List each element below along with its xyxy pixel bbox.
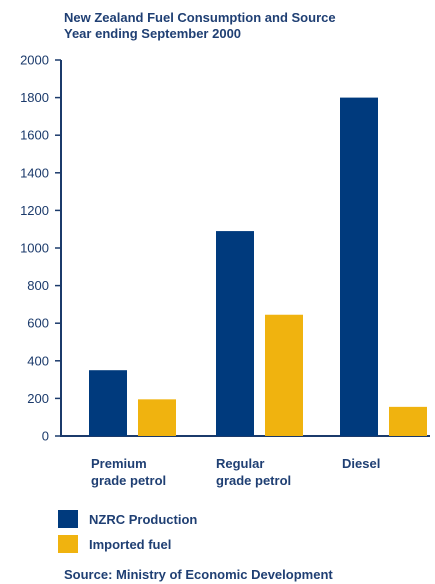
category-label-1-0: Regular (216, 456, 264, 471)
y-tick-label-1400: 1400 (20, 165, 49, 180)
y-tick-label-1200: 1200 (20, 203, 49, 218)
legend-swatch-nzrc (58, 510, 78, 528)
legend-item-nzrc: NZRC Production (58, 510, 197, 528)
bar-nzrc-2 (340, 97, 378, 436)
y-tick-label-0: 0 (42, 429, 49, 444)
legend-label-imported: Imported fuel (89, 536, 172, 552)
y-tick-label-400: 400 (27, 353, 49, 368)
bar-chart: 0 200 400 600 800 1000 1200 1400 1600 1800 2000 Pre… (20, 53, 430, 488)
legend-label-nzrc: NZRC Production (89, 511, 198, 527)
bar-nzrc-1 (216, 231, 254, 436)
chart-title: New Zealand Fuel Consumption and Source (64, 10, 336, 25)
y-tick-label-1600: 1600 (20, 128, 49, 143)
category-label-1-1: grade petrol (216, 473, 291, 488)
chart-subtitle: Year ending September 2000 (64, 26, 242, 41)
bar-imported-0 (138, 399, 176, 436)
y-tick-label-800: 800 (27, 278, 49, 293)
legend: NZRC Production Imported fuel (58, 510, 197, 560)
y-tick-label-600: 600 (27, 316, 49, 331)
y-tick-label-2000: 2000 (20, 53, 49, 68)
y-tick-label-200: 200 (27, 391, 49, 406)
y-tick-label-1800: 1800 (20, 90, 49, 105)
legend-swatch-imported (58, 535, 78, 553)
bar-nzrc-0 (89, 370, 127, 436)
category-label-0-0: Premium (91, 456, 147, 471)
legend-item-imported: Imported fuel (58, 535, 197, 553)
bar-imported-1 (265, 314, 303, 436)
source-note: Source: Ministry of Economic Development (64, 567, 333, 582)
chart-title-block: New Zealand Fuel Consumption and Source … (64, 10, 336, 42)
category-label-2-0: Diesel (342, 456, 380, 471)
category-label-0-1: grade petrol (91, 473, 166, 488)
bar-imported-2 (389, 406, 427, 436)
y-tick-label-1000: 1000 (20, 241, 49, 256)
